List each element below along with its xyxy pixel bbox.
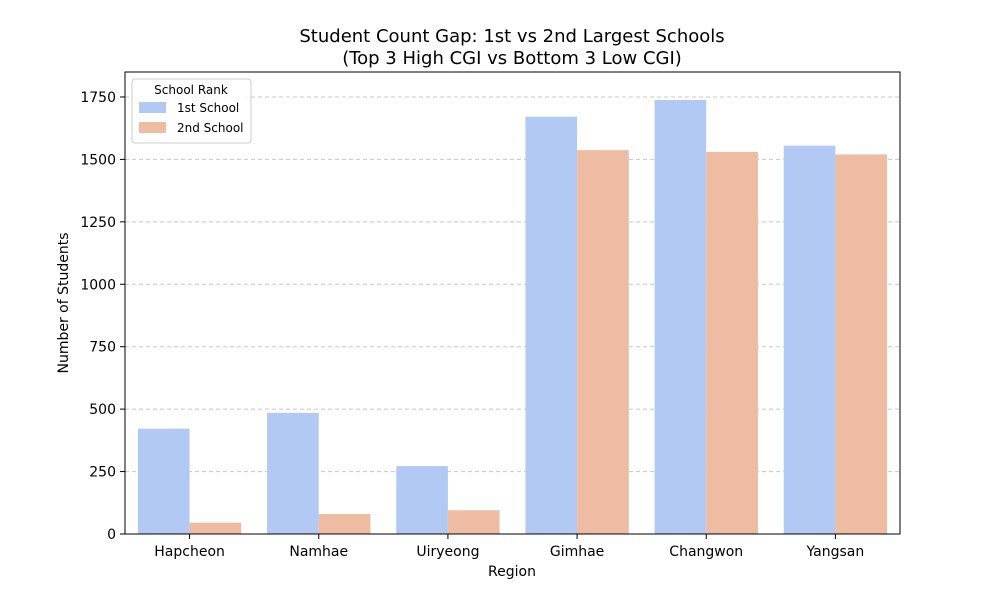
- bar-yangsan-series-1: [783, 145, 836, 534]
- x-tick-label: Uiryeong: [416, 544, 479, 560]
- bar-gimhae-series-2: [577, 150, 629, 534]
- bar-uiryeong-series-2: [447, 510, 500, 534]
- y-tick-label: 1750: [80, 90, 116, 106]
- x-tick-label: Gimhae: [550, 544, 604, 560]
- x-axis-ticks: Hapcheon Namhae Uiryeong Gimhae Changwon Yang…: [154, 534, 864, 560]
- y-tick-label: 500: [89, 402, 116, 418]
- y-axis-label: Number of Students: [56, 232, 72, 373]
- plot-frame: [124, 71, 901, 535]
- bar-hapcheon-series-2: [189, 522, 242, 534]
- x-tick-label: Changwon: [669, 544, 743, 560]
- legend-label-series-2: 2nd School: [177, 121, 244, 135]
- legend-label-series-1: 1st School: [177, 101, 239, 115]
- bar-changwon-series-2: [706, 151, 758, 534]
- x-tick-label: Yangsan: [806, 544, 865, 560]
- y-tick-label: 1500: [80, 152, 116, 168]
- y-tick-label: 750: [89, 340, 116, 356]
- legend: School Rank 1st School 2nd School: [131, 78, 252, 144]
- bar-yangsan-series-2: [835, 154, 888, 534]
- legend-swatch-series-2: [139, 122, 166, 133]
- y-axis-ticks: 0 250 500 750 1000 1250 1500 1750: [80, 90, 125, 543]
- y-tick-label: 250: [89, 465, 116, 481]
- bar-gimhae-series-1: [525, 116, 578, 534]
- chart-title-line-1: Student Count Gap: 1st vs 2nd Largest Sc…: [299, 26, 724, 47]
- chart-title-line-2: (Top 3 High CGI vs Bottom 3 Low CGI): [342, 48, 682, 69]
- y-tick-label: 0: [107, 527, 116, 543]
- legend-swatch-series-1: [139, 102, 166, 113]
- bar-namhae-series-1: [267, 412, 319, 534]
- bar-namhae-series-2: [318, 514, 371, 534]
- y-tick-label: 1000: [80, 277, 116, 293]
- legend-title: School Rank: [154, 83, 228, 97]
- bar-uiryeong-series-1: [396, 466, 448, 534]
- x-axis-label: Region: [488, 564, 536, 580]
- gridlines: [125, 96, 900, 473]
- bars: [137, 99, 888, 534]
- y-tick-label: 1250: [80, 215, 116, 231]
- bar-changwon-series-1: [654, 99, 707, 534]
- x-tick-label: Namhae: [289, 544, 348, 560]
- x-tick-label: Hapcheon: [154, 544, 225, 560]
- bar-hapcheon-series-1: [137, 428, 190, 534]
